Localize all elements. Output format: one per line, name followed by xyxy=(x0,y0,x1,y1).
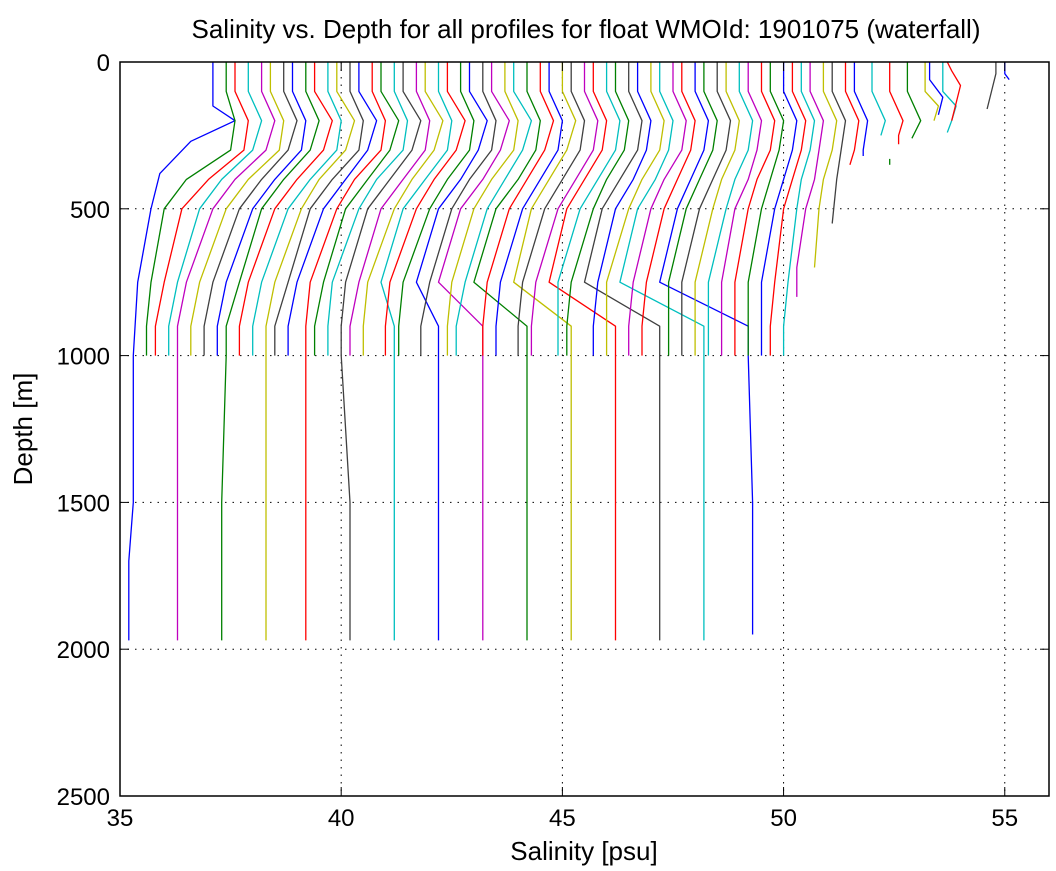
profile-line-62 xyxy=(889,62,904,145)
profile-line-45 xyxy=(667,62,718,356)
profile-line-52 xyxy=(760,62,798,356)
profile-line-3 xyxy=(154,62,249,356)
x-tick-label: 40 xyxy=(328,805,355,832)
x-tick-label: 55 xyxy=(991,805,1018,832)
profile-line-43 xyxy=(641,62,696,356)
profile-line-22 xyxy=(384,62,466,356)
profile-line-40 xyxy=(605,62,665,356)
profile-line-20 xyxy=(362,62,444,356)
profile-line-24 xyxy=(415,62,488,641)
profile-line-48 xyxy=(707,62,754,356)
profile-line-27 xyxy=(446,62,519,356)
profile-line-34 xyxy=(530,62,599,356)
profile-line-39 xyxy=(592,62,652,356)
profile-line-50 xyxy=(734,62,776,356)
x-tick-label: 35 xyxy=(107,805,134,832)
profile-line-35 xyxy=(548,62,617,641)
profile-line-53 xyxy=(769,62,807,356)
profile-line-28 xyxy=(455,62,533,356)
profile-line-31 xyxy=(495,62,564,356)
profile-line-4 xyxy=(168,62,263,356)
x-tick-label: 50 xyxy=(770,805,797,832)
profile-line-42 xyxy=(628,62,687,356)
profile-line-16 xyxy=(313,62,400,356)
chart-title: Salinity vs. Depth for all profiles for … xyxy=(192,14,981,44)
profile-line-1 xyxy=(128,62,236,641)
profile-line-51 xyxy=(747,62,785,356)
profile-line-25 xyxy=(420,62,497,356)
axes: 35 40 45 50 55 0 500 1000 1500 2000 2500 xyxy=(57,50,1049,832)
profile-line-33 xyxy=(517,62,586,356)
profile-line-17 xyxy=(327,62,409,356)
x-tick-label: 45 xyxy=(549,805,576,832)
profile-line-19 xyxy=(349,62,431,356)
profile-line-47 xyxy=(694,62,740,356)
profile-line-55 xyxy=(796,62,825,297)
profile-line-5 xyxy=(176,62,276,641)
profile-line-67 xyxy=(946,61,962,121)
y-tick-label: 1500 xyxy=(57,490,110,517)
profile-line-6 xyxy=(190,62,285,356)
profile-line-46 xyxy=(681,62,732,356)
profile-line-10 xyxy=(238,62,333,356)
profile-line-26 xyxy=(437,62,510,641)
profile-line-32 xyxy=(513,62,577,641)
x-axis-label: Salinity [psu] xyxy=(510,836,657,866)
profile-line-13 xyxy=(274,62,364,356)
profile-line-59 xyxy=(853,62,869,156)
profile-line-66 xyxy=(928,62,944,115)
profile-line-54 xyxy=(782,62,816,356)
profile-line-65 xyxy=(942,62,957,133)
profile-line-21 xyxy=(380,62,453,641)
profile-line-29 xyxy=(473,62,541,641)
y-tick-label: 1000 xyxy=(57,344,110,371)
profile-line-18 xyxy=(340,62,422,641)
profile-line-64 xyxy=(924,62,940,121)
profile-line-36 xyxy=(557,62,621,356)
y-tick-label: 2000 xyxy=(57,637,110,664)
profile-line-68 xyxy=(986,62,997,110)
profile-line-41 xyxy=(619,62,705,641)
profile-line-30 xyxy=(482,62,555,356)
profile-line-2 xyxy=(145,62,236,356)
profile-line-8 xyxy=(216,62,307,356)
profile-line-14 xyxy=(287,62,378,356)
profile-line-7 xyxy=(203,62,298,356)
profile-line-61 xyxy=(871,62,886,136)
profile-line-15 xyxy=(305,62,387,641)
profile-line-57 xyxy=(831,62,847,224)
profile-line-63 xyxy=(906,62,922,139)
profile-line-37 xyxy=(566,62,630,356)
profile-line-11 xyxy=(252,62,342,356)
y-axis-label: Depth [m] xyxy=(8,373,38,486)
profile-line-44 xyxy=(659,62,754,635)
y-tick-label: 0 xyxy=(97,50,110,77)
y-tick-label: 2500 xyxy=(57,784,110,811)
plot-area xyxy=(120,62,1049,796)
profile-line-12 xyxy=(265,62,356,641)
profile-line-49 xyxy=(720,62,763,356)
profile-line-23 xyxy=(398,62,475,356)
series-group xyxy=(128,61,1010,641)
profile-line-58 xyxy=(844,62,860,165)
profile-line-38 xyxy=(583,62,661,641)
profile-line-56 xyxy=(813,62,838,268)
plot-frame xyxy=(119,61,1050,797)
profile-line-9 xyxy=(221,62,320,641)
y-tick-label: 500 xyxy=(70,197,110,224)
